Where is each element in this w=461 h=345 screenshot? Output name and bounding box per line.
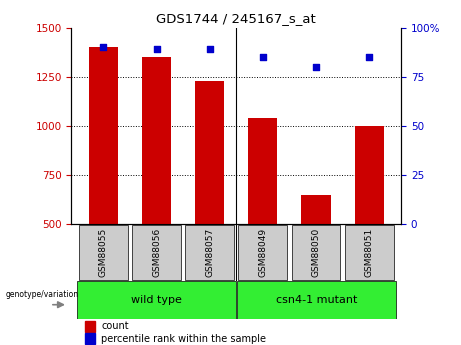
Bar	[89, 47, 118, 224]
Point	[153, 47, 160, 52]
FancyBboxPatch shape	[79, 225, 128, 280]
FancyBboxPatch shape	[291, 225, 341, 280]
Point	[100, 45, 107, 50]
FancyBboxPatch shape	[132, 225, 181, 280]
Text: percentile rank within the sample: percentile rank within the sample	[101, 334, 266, 344]
Bar	[142, 57, 171, 224]
Text: GSM88057: GSM88057	[205, 228, 214, 277]
Bar	[85, 333, 95, 344]
Point	[312, 64, 319, 70]
Point	[259, 55, 266, 60]
Text: GSM88056: GSM88056	[152, 228, 161, 277]
Text: GSM88050: GSM88050	[312, 228, 320, 277]
Point	[366, 55, 373, 60]
Point	[206, 47, 213, 52]
Text: GSM88055: GSM88055	[99, 228, 108, 277]
Text: csn4-1 mutant: csn4-1 mutant	[276, 295, 357, 305]
Bar	[248, 118, 278, 224]
FancyBboxPatch shape	[237, 281, 396, 319]
FancyBboxPatch shape	[345, 225, 394, 280]
FancyBboxPatch shape	[238, 225, 287, 280]
Bar	[301, 195, 331, 224]
Text: GSM88051: GSM88051	[365, 228, 374, 277]
Bar	[355, 126, 384, 224]
Text: genotype/variation: genotype/variation	[6, 290, 79, 299]
Bar	[85, 321, 95, 332]
Bar	[195, 81, 225, 224]
Text: count: count	[101, 322, 129, 331]
FancyBboxPatch shape	[77, 281, 236, 319]
FancyBboxPatch shape	[185, 225, 234, 280]
Text: GSM88049: GSM88049	[258, 228, 267, 277]
Text: wild type: wild type	[131, 295, 182, 305]
Title: GDS1744 / 245167_s_at: GDS1744 / 245167_s_at	[156, 12, 316, 25]
